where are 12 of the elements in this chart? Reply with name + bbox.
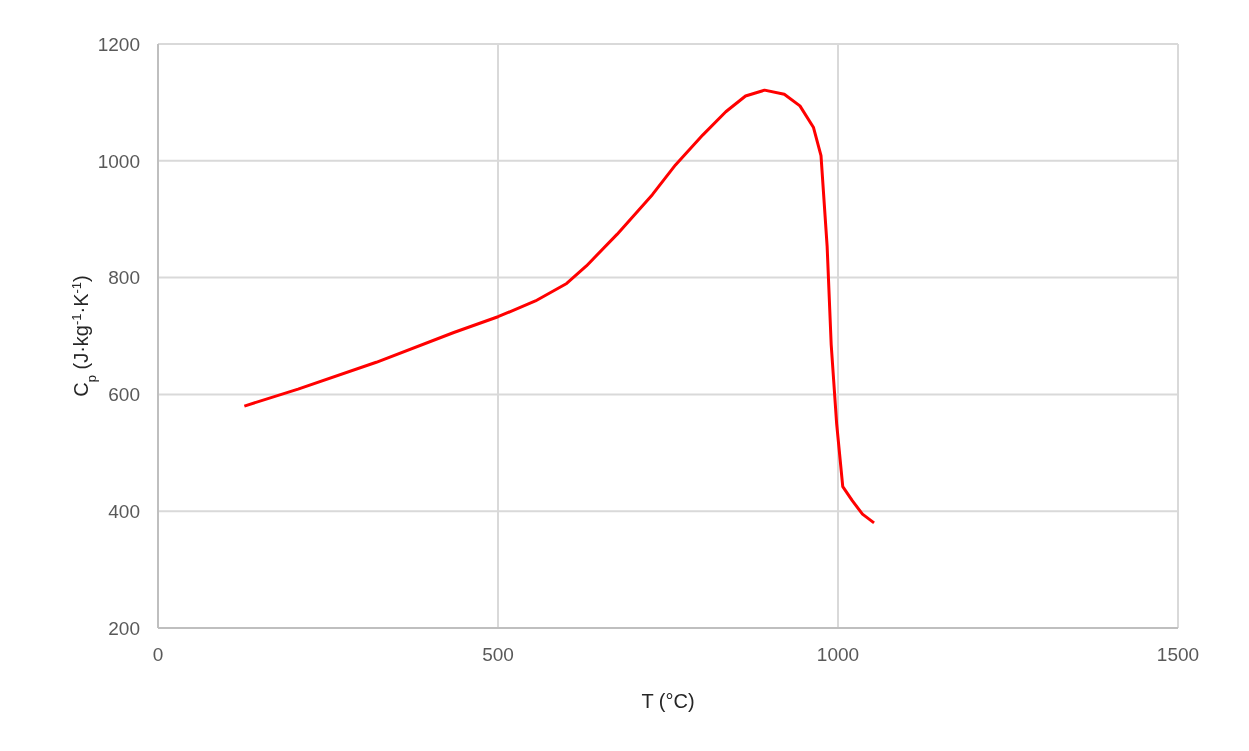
x-axis-title: T (°C) xyxy=(641,690,695,712)
y-tick-label: 600 xyxy=(108,384,140,406)
y-tick-label: 1000 xyxy=(97,150,140,172)
y-tick-label: 800 xyxy=(108,267,140,289)
line-series xyxy=(242,88,876,525)
y-tick-label: 200 xyxy=(108,617,140,639)
x-tick-label: 1000 xyxy=(816,644,860,666)
y-tick-label: 400 xyxy=(108,500,140,522)
x-tick-label: 500 xyxy=(482,644,514,666)
y-tick-label: 1200 xyxy=(97,33,140,55)
x-tick-label: 0 xyxy=(152,644,164,666)
x-tick-label: 1500 xyxy=(1156,644,1200,666)
